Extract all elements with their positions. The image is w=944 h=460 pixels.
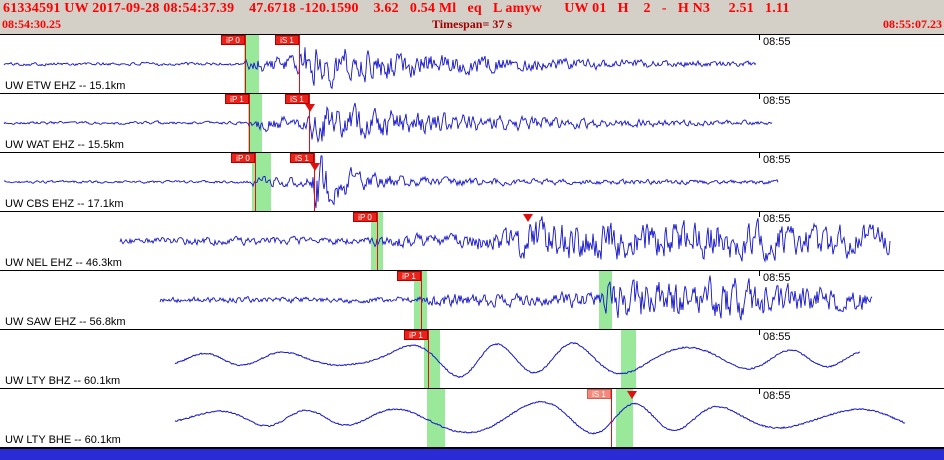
window-start-time: 08:54:30.25: [2, 17, 61, 31]
waveform[interactable]: [0, 389, 944, 447]
pick-line: [299, 35, 300, 93]
pick-triangle-marker[interactable]: [305, 104, 315, 112]
pick-line: [421, 271, 422, 329]
pick-band: [252, 153, 271, 211]
waveform[interactable]: [0, 35, 944, 93]
pick-flag[interactable]: iP 0: [221, 35, 245, 45]
pick-flag[interactable]: iP 1: [404, 330, 428, 340]
trace-label: UW ETW EHZ -- 15.1km: [5, 80, 126, 92]
pick-line: [245, 35, 246, 93]
pick-flag[interactable]: iP 1: [397, 271, 421, 281]
trace-row[interactable]: 08:55 UW SAW EHZ -- 56.8km iP 1: [0, 271, 944, 330]
pick-line: [377, 212, 378, 270]
trace-row[interactable]: 08:55 UW WAT EHZ -- 15.5km iP 1 iS 1: [0, 94, 944, 153]
waveform[interactable]: [0, 94, 944, 152]
time-tick: [759, 389, 760, 394]
waveform[interactable]: [0, 271, 944, 329]
pick-flag[interactable]: iP 1: [225, 94, 249, 104]
trace-row[interactable]: 08:55 UW ETW EHZ -- 15.1km iP 0 iS 1: [0, 35, 944, 94]
trace-time-label: 08:55: [763, 272, 791, 284]
trace-time-label: 08:55: [763, 331, 791, 343]
trace-time-label: 08:55: [763, 95, 791, 107]
time-tick: [759, 330, 760, 335]
pick-flag[interactable]: iS 1: [285, 94, 309, 104]
time-tick: [759, 271, 760, 276]
header-bar: 61334591 UW 2017-09-28 08:54:37.39 47.67…: [0, 0, 944, 35]
time-tick: [759, 35, 760, 40]
time-window-bar: 08:54:30.25 Timespan= 37 s 08:55:07.23: [0, 17, 944, 32]
pick-line: [314, 153, 315, 211]
pick-flag[interactable]: iP 0: [231, 153, 255, 163]
event-summary: 61334591 UW 2017-09-28 08:54:37.39 47.67…: [3, 1, 790, 16]
pick-triangle-marker[interactable]: [523, 214, 533, 222]
pick-line: [309, 94, 310, 152]
pick-triangle-marker[interactable]: [627, 391, 637, 399]
pick-triangle-marker[interactable]: [310, 163, 320, 171]
trace-time-label: 08:55: [763, 390, 791, 402]
waveform[interactable]: [0, 212, 944, 270]
waveform[interactable]: [0, 330, 944, 388]
trace-row[interactable]: 08:55 UW LTY BHZ -- 60.1km iP 1: [0, 330, 944, 389]
trace-time-label: 08:55: [763, 36, 791, 48]
pick-band: [414, 271, 427, 329]
pick-band: [427, 389, 445, 447]
trace-label: UW LTY BHE -- 60.1km: [5, 434, 121, 446]
trace-row[interactable]: 08:55 UW CBS EHZ -- 17.1km iP 0 iS 1: [0, 153, 944, 212]
pick-line: [428, 330, 429, 388]
pick-flag[interactable]: iP 0: [353, 212, 377, 222]
timespan-label: Timespan= 37 s: [432, 17, 512, 31]
pick-line: [255, 153, 256, 211]
trace-label: UW NEL EHZ -- 46.3km: [5, 257, 122, 269]
scrollbar[interactable]: [0, 448, 944, 460]
time-tick: [759, 94, 760, 99]
trace-label: UW WAT EHZ -- 15.5km: [5, 139, 124, 151]
pick-line: [611, 389, 612, 447]
trace-row[interactable]: 08:55 UW NEL EHZ -- 46.3km iP 0: [0, 212, 944, 271]
window-end-time: 08:55:07.23: [883, 17, 942, 31]
waveform[interactable]: [0, 153, 944, 211]
trace-row[interactable]: 08:55 UW LTY BHE -- 60.1km iS 1: [0, 389, 944, 448]
trace-label: UW LTY BHZ -- 60.1km: [5, 375, 121, 387]
trace-area: 08:55 UW ETW EHZ -- 15.1km iP 0 iS 1 08:5…: [0, 35, 944, 448]
trace-label: UW CBS EHZ -- 17.1km: [5, 198, 124, 210]
trace-time-label: 08:55: [763, 213, 791, 225]
pick-line: [249, 94, 250, 152]
pick-band: [616, 389, 633, 447]
trace-time-label: 08:55: [763, 154, 791, 166]
pick-flag[interactable]: iS 1: [275, 35, 299, 45]
trace-label: UW SAW EHZ -- 56.8km: [5, 316, 126, 328]
pick-flag[interactable]: iS 1: [290, 153, 314, 163]
pick-flag[interactable]: iS 1: [587, 389, 611, 399]
time-tick: [759, 212, 760, 217]
time-tick: [759, 153, 760, 158]
